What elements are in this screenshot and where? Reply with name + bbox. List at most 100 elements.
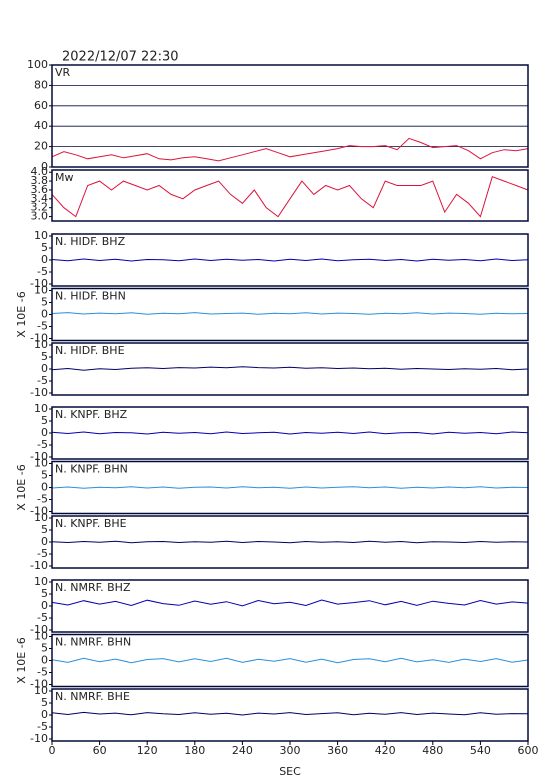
y-tick-label: 10: [34, 684, 48, 697]
y-tick-label: 5: [41, 296, 48, 309]
x-tick-label: 600: [518, 744, 539, 757]
y-tick-label: 0: [41, 481, 48, 494]
y-tick-label: 10: [34, 402, 48, 415]
y-tick-label: 0: [41, 308, 48, 321]
y-tick-label: 80: [34, 78, 48, 91]
y-tick-label: 60: [34, 99, 48, 112]
panel-frame: [51, 633, 529, 688]
panel-frame: [51, 233, 529, 287]
y-tick-label: 0: [41, 708, 48, 721]
y-tick-label: -5: [37, 493, 48, 506]
y-tick-label: 10: [34, 630, 48, 643]
y-tick-label: 10: [34, 575, 48, 588]
panel-label: N. HIDF. BHN: [55, 290, 126, 303]
y-tick-label: 5: [41, 469, 48, 482]
y-tick-label: 0: [41, 535, 48, 548]
panel-frame: [51, 64, 529, 168]
panel-frame: [51, 460, 529, 515]
y-tick-label: 5: [41, 241, 48, 254]
y-tick-label: 5: [41, 414, 48, 427]
panel-frame: [51, 515, 529, 569]
x-tick-label: 0: [49, 744, 56, 757]
panel-frame: [51, 342, 529, 396]
trace: [51, 137, 529, 162]
y-axis-label: X 10E -6: [15, 291, 28, 337]
y-tick-label: 0: [41, 160, 48, 173]
y-tick-label: -5: [37, 720, 48, 733]
panel-label: Mw: [55, 171, 74, 184]
y-tick-label: 10: [34, 229, 48, 242]
panel-frame: [51, 287, 529, 342]
y-tick-label: 0: [41, 362, 48, 375]
y-tick-label: 10: [34, 284, 48, 297]
x-tick-label: 240: [232, 744, 253, 757]
panel-label: N. KNPF. BHN: [55, 463, 128, 476]
y-tick-label: -10: [30, 386, 48, 399]
trace: [51, 657, 529, 664]
y-tick-label: 10: [34, 338, 48, 351]
y-tick-label: 3.6: [31, 183, 49, 196]
y-tick-label: -5: [37, 666, 48, 679]
y-tick-label: -5: [37, 438, 48, 451]
y-tick-label: -10: [30, 450, 48, 463]
panel-label: N. HIDF. BHZ: [55, 235, 126, 248]
panel-label: N. NMRF. BHZ: [55, 581, 131, 594]
x-tick-label: 120: [137, 744, 158, 757]
trace: [51, 540, 529, 544]
x-tick-label: 180: [184, 744, 205, 757]
x-tick-label: 480: [422, 744, 443, 757]
y-tick-label: -5: [37, 265, 48, 278]
panel-label: N. KNPF. BHZ: [55, 408, 128, 421]
y-axis-label: X 10E -6: [15, 464, 28, 510]
y-tick-label: 40: [34, 119, 48, 132]
y-tick-label: 4.0: [31, 165, 49, 178]
y-tick-label: -10: [30, 277, 48, 290]
y-tick-label: -10: [30, 732, 48, 745]
y-tick-label: 20: [34, 140, 48, 153]
y-tick-label: 0: [41, 599, 48, 612]
trace: [51, 312, 529, 315]
y-tick-label: 10: [34, 457, 48, 470]
panel-label: VR: [55, 66, 71, 79]
trace: [51, 486, 529, 489]
y-axis-label: X 10E -6: [15, 637, 28, 683]
panel-label: N. NMRF. BHE: [55, 690, 130, 703]
y-tick-label: 3.2: [31, 201, 49, 214]
y-tick-label: -5: [37, 320, 48, 333]
y-tick-label: -10: [30, 623, 48, 636]
y-tick-label: 3.8: [31, 174, 49, 187]
x-tick-label: 420: [375, 744, 396, 757]
x-tick-label: 540: [470, 744, 491, 757]
trace: [51, 711, 529, 716]
x-axis-label: SEC: [279, 765, 301, 778]
y-tick-label: 0: [41, 654, 48, 667]
y-tick-label: -10: [30, 505, 48, 518]
y-tick-label: -5: [37, 547, 48, 560]
trace: [51, 366, 529, 371]
panel-label: N. NMRF. BHN: [55, 636, 131, 649]
y-tick-label: -5: [37, 374, 48, 387]
x-tick-label: 60: [93, 744, 107, 757]
x-tick-label: 300: [280, 744, 301, 757]
y-tick-label: 5: [41, 523, 48, 536]
y-tick-label: 10: [34, 511, 48, 524]
chart-title: 2022/12/07 22:30: [62, 50, 179, 65]
y-tick-label: -5: [37, 611, 48, 624]
trace: [51, 176, 529, 218]
y-tick-label: 5: [41, 587, 48, 600]
panel-frame: [51, 169, 529, 222]
trace: [51, 599, 529, 607]
y-tick-label: -10: [30, 678, 48, 691]
y-tick-label: -10: [30, 332, 48, 345]
x-tick-label: 360: [327, 744, 348, 757]
y-tick-label: -10: [30, 559, 48, 572]
y-tick-label: 5: [41, 696, 48, 709]
panel-frame: [51, 406, 529, 460]
trace: [51, 258, 529, 262]
y-tick-label: 3.4: [31, 192, 49, 205]
y-tick-label: 3.0: [31, 210, 49, 223]
panel-label: N. HIDF. BHE: [55, 344, 125, 357]
y-tick-label: 100: [27, 58, 48, 71]
y-tick-label: 5: [41, 350, 48, 363]
